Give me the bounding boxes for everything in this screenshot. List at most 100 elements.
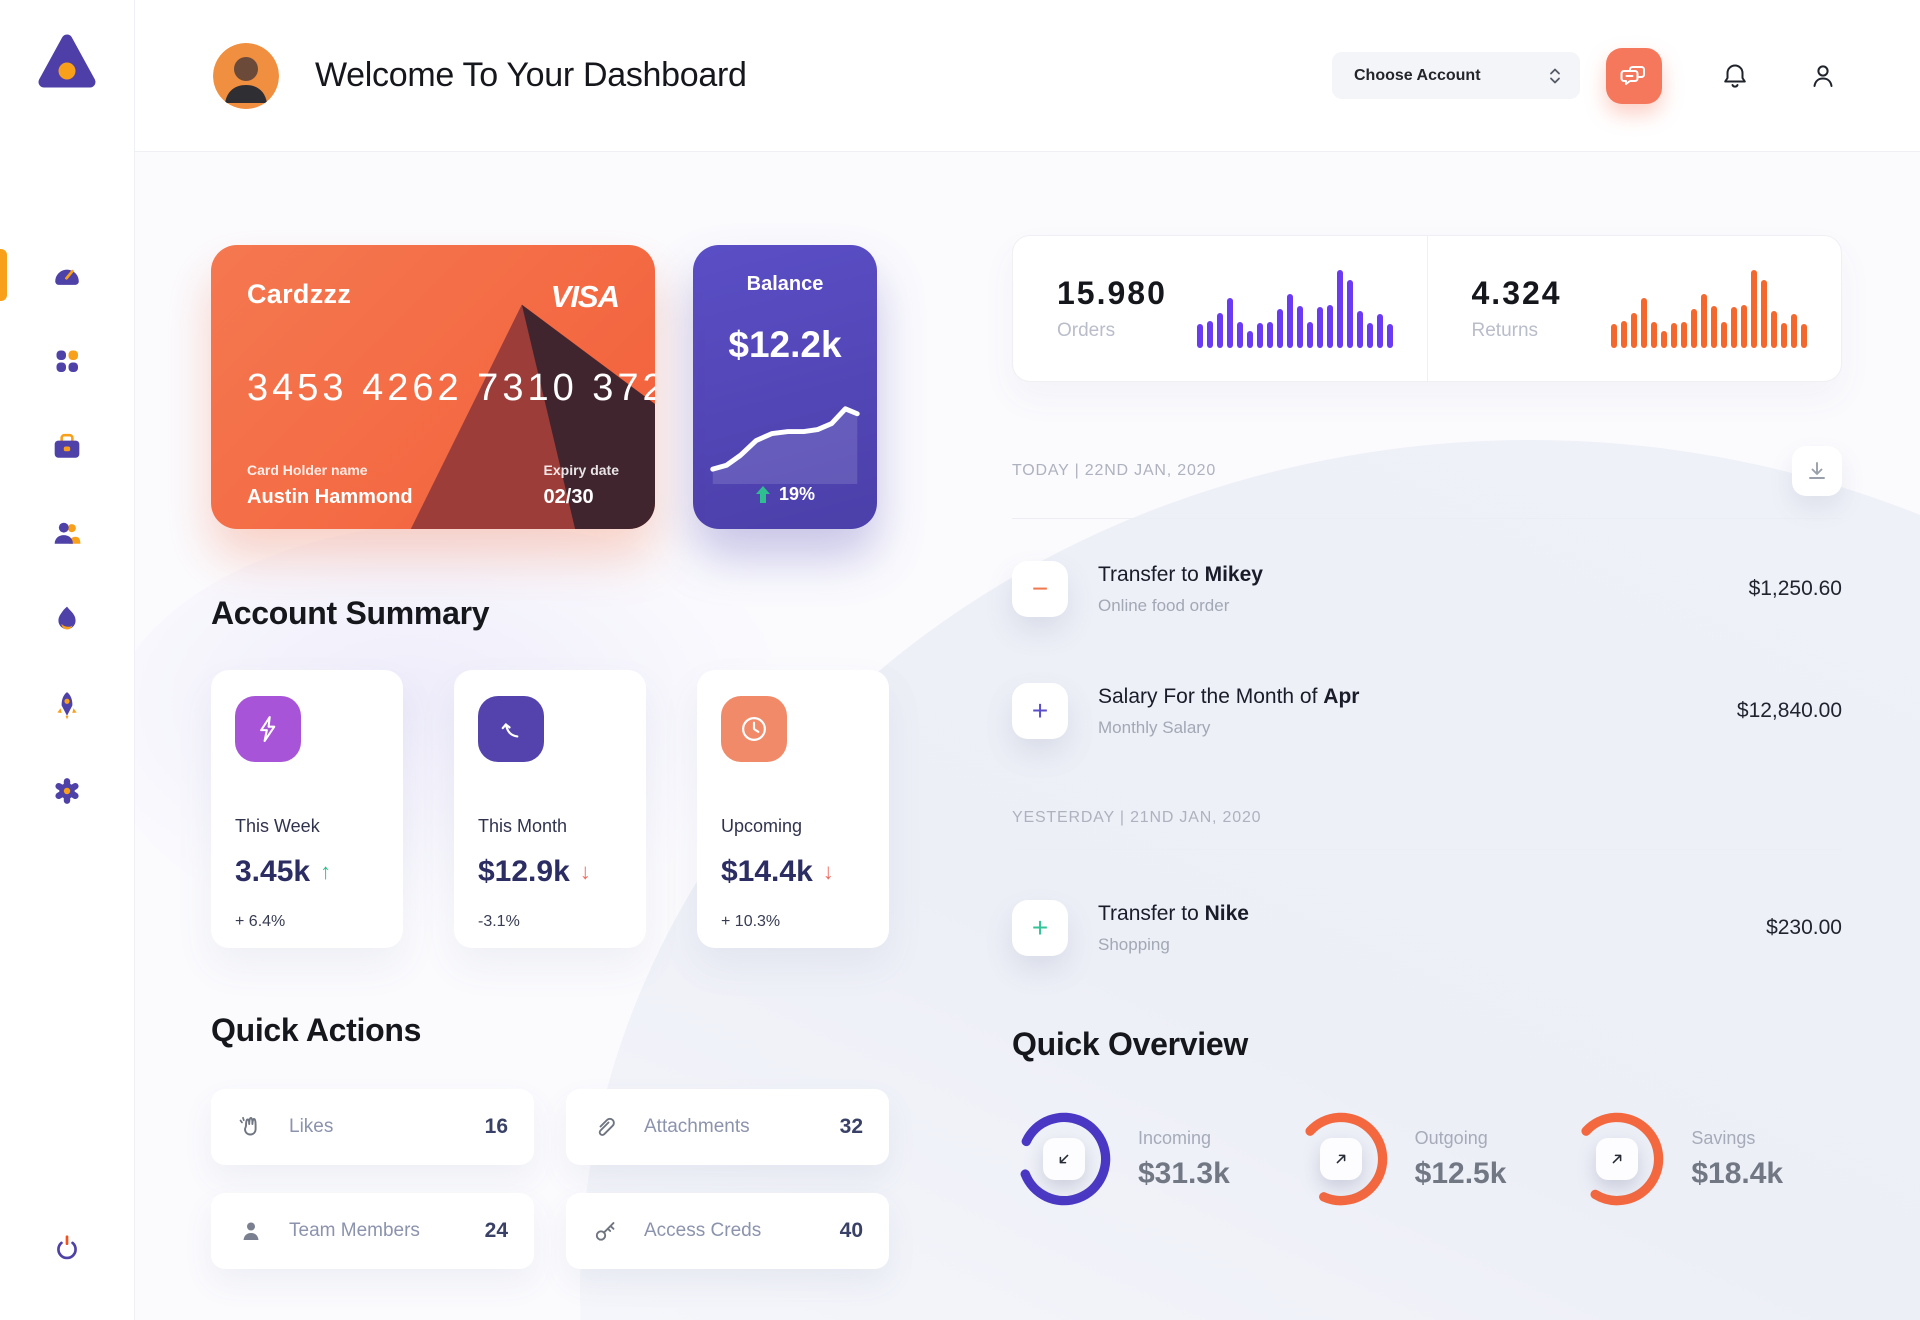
account-select[interactable]: Choose Account [1332, 52, 1580, 99]
action-team-members[interactable]: Team Members 24 [211, 1193, 534, 1269]
app-logo[interactable] [34, 30, 100, 96]
card-holder-name: Austin Hammond [247, 486, 413, 508]
download-icon [1809, 462, 1825, 479]
chat-button[interactable] [1606, 47, 1662, 104]
download-button[interactable] [1792, 446, 1842, 496]
sidebar-item-trending[interactable] [0, 590, 134, 648]
quick-actions-title: Quick Actions [211, 1012, 422, 1048]
balance-card[interactable]: Balance $12.2k 19% [693, 245, 877, 529]
summary-card-this-month[interactable]: This Month $12.9k ↓ -3.1% [454, 670, 646, 948]
summary-value: 3.45k [235, 855, 311, 888]
summary-label: Upcoming [721, 816, 803, 836]
paperclip-icon [598, 1117, 615, 1136]
today-group-header: TODAY | 22ND JAN, 2020 [1012, 446, 1842, 496]
left-column: Cardzzz VISA 3453 4262 7310 3728 Card Ho… [211, 245, 889, 1269]
transaction-amount: $230.00 [1766, 916, 1842, 939]
transaction-row-nike[interactable]: + Transfer to Nike Shopping $230.00 [1012, 900, 1842, 956]
overview-incoming: Incoming $31.3k [1012, 1107, 1289, 1211]
balance-sparkline-chart [710, 406, 860, 484]
lightning-icon [260, 715, 276, 743]
orders-stat: 15.980 Orders [1013, 236, 1427, 381]
transaction-amount: $1,250.60 [1748, 577, 1842, 600]
flame-icon [58, 606, 76, 630]
triangle-logo-icon [38, 34, 96, 88]
summary-delta: -3.1% [478, 913, 520, 930]
sidebar-item-apps[interactable] [0, 332, 134, 390]
action-likes[interactable]: Likes 16 [211, 1089, 534, 1165]
avatar[interactable] [213, 42, 279, 109]
quick-overview-title: Quick Overview [1012, 1026, 1248, 1062]
summary-card-upcoming[interactable]: Upcoming $14.4k ↓ + 10.3% [697, 670, 889, 948]
action-label: Attachments [644, 1116, 750, 1137]
transaction-row-salary[interactable]: + Salary For the Month of Apr Monthly Sa… [1012, 683, 1842, 739]
profile-button[interactable] [1808, 61, 1838, 91]
card-holder-label: Card Holder name [247, 462, 368, 478]
summary-card-this-week[interactable]: This Week 3.45k ↑ + 6.4% [211, 670, 403, 948]
outgoing-ring-chart [1294, 1112, 1387, 1206]
returns-stat: 4.324 Returns [1426, 236, 1842, 381]
action-label: Access Creds [644, 1220, 762, 1241]
summary-delta: + 10.3% [721, 913, 781, 930]
sidebar-item-team[interactable] [0, 504, 134, 562]
transaction-subtitle: Online food order [1098, 595, 1230, 615]
transaction-title: Transfer to Nike [1098, 901, 1249, 925]
page-title: Welcome To Your Dashboard [315, 56, 747, 94]
trend-arrow-icon [501, 723, 519, 738]
apps-grid-icon [56, 350, 78, 372]
sidebar-item-settings[interactable] [0, 762, 134, 820]
today-heading: TODAY | 22ND JAN, 2020 [1012, 462, 1217, 479]
overview-outgoing: Outgoing $12.5k [1289, 1107, 1566, 1211]
balance-trend: 19% [755, 484, 815, 505]
clock-icon [742, 717, 766, 741]
notifications-button[interactable] [1720, 61, 1750, 91]
summary-delta: + 6.4% [235, 913, 286, 930]
transaction-title: Transfer to Mikey [1098, 562, 1263, 586]
action-access-creds[interactable]: Access Creds 40 [566, 1193, 889, 1269]
main-content: Cardzzz VISA 3453 4262 7310 3728 Card Ho… [135, 152, 1920, 1320]
bell-icon [1724, 64, 1746, 88]
credit-card[interactable]: Cardzzz VISA 3453 4262 7310 3728 Card Ho… [211, 245, 655, 529]
overview-label: Outgoing [1414, 1127, 1488, 1148]
account-summary-grid: This Week 3.45k ↑ + 6.4% This Month $12.… [211, 670, 889, 948]
up-right-arrow-icon [1319, 1138, 1362, 1180]
transaction-row-mikey[interactable]: − Transfer to Mikey Online food order $1… [1012, 561, 1842, 617]
activity-stats-card: 15.980 Orders 4.324 Returns [1012, 235, 1842, 382]
quick-overview-grid: Incoming $31.3k Outgoing [1012, 1107, 1842, 1211]
yesterday-heading: YESTERDAY | 21ND JAN, 2020 [1012, 809, 1262, 826]
action-count: 40 [839, 1219, 863, 1242]
right-column: 15.980 Orders 4.324 Returns TODAY | 22ND… [1012, 235, 1842, 1211]
yesterday-group-header: YESTERDAY | 21ND JAN, 2020 [1012, 809, 1842, 827]
up-right-arrow-icon [1596, 1138, 1639, 1180]
overview-value: $18.4k [1691, 1156, 1784, 1190]
power-icon [57, 1235, 77, 1260]
clap-icon [239, 1116, 257, 1136]
users-icon [54, 522, 81, 544]
logout-button[interactable] [52, 1233, 82, 1268]
account-select-label: Choose Account [1354, 66, 1481, 84]
sidebar-item-portfolio[interactable] [0, 418, 134, 476]
action-attachments[interactable]: Attachments 32 [566, 1089, 889, 1165]
overview-value: $31.3k [1138, 1156, 1230, 1190]
overview-value: $12.5k [1414, 1156, 1507, 1190]
avatar-image [213, 42, 279, 109]
action-count: 32 [839, 1115, 863, 1138]
visa-logo: VISA [550, 279, 620, 314]
member-icon [243, 1222, 259, 1240]
card-expiry-block: Expiry date 02/30 [544, 462, 619, 509]
up-arrow-icon [755, 485, 770, 503]
chat-bubbles-icon [1620, 65, 1645, 85]
transaction-subtitle: Monthly Salary [1098, 717, 1211, 737]
sidebar-item-launch[interactable] [0, 676, 134, 734]
rocket-icon [57, 692, 77, 720]
header: Welcome To Your Dashboard Choose Account [135, 0, 1920, 152]
orders-value: 15.980 [1057, 275, 1167, 311]
transaction-amount: $12,840.00 [1736, 699, 1842, 722]
overview-savings: Savings $18.4k [1565, 1107, 1842, 1211]
balance-change: 19% [778, 484, 816, 504]
cards-row: Cardzzz VISA 3453 4262 7310 3728 Card Ho… [211, 245, 889, 529]
card-number: 3453 4262 7310 3728 [247, 367, 655, 409]
balance-amount: $12.2k [728, 324, 842, 365]
trend-up-icon: ↑ [320, 859, 332, 884]
sidebar-item-dashboard[interactable] [0, 246, 134, 304]
